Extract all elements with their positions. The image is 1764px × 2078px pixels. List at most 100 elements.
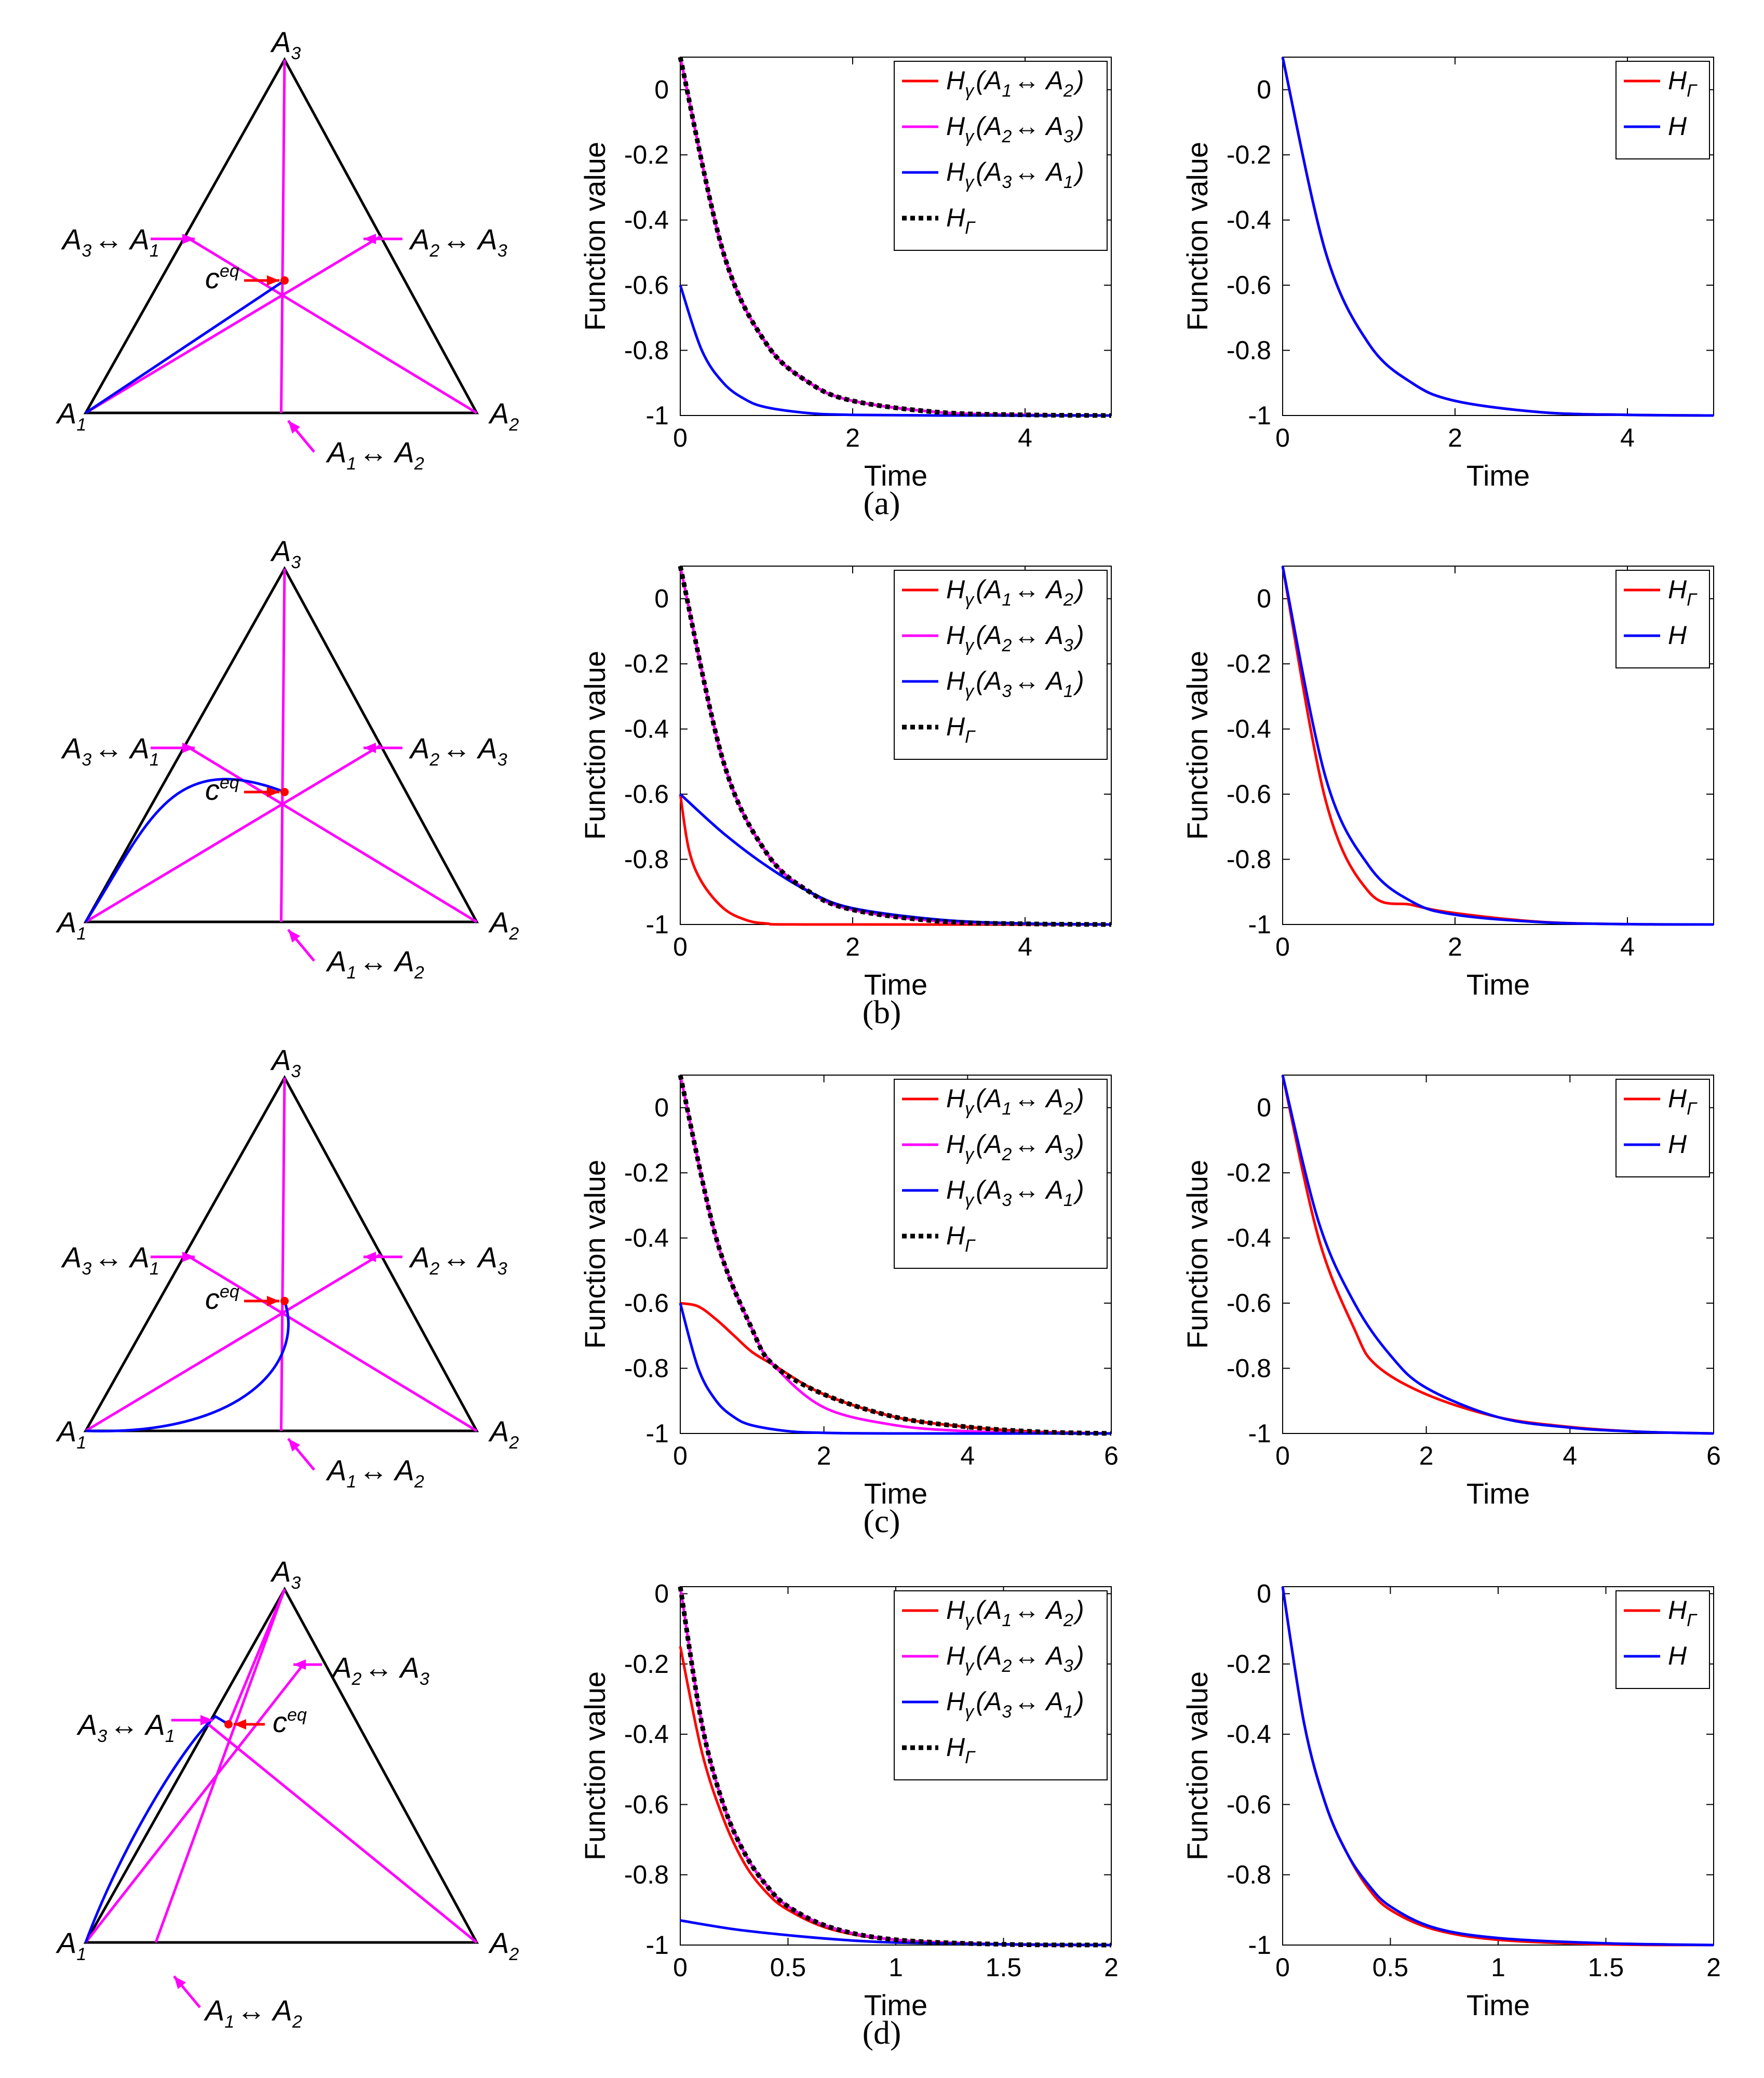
arrow-head (288, 421, 301, 434)
y-axis-label: Function value (578, 142, 611, 331)
legend-box (1615, 61, 1710, 159)
vertex-label-a3: A3 (270, 1555, 303, 1593)
edge-label-a1-a2: A1 ↔ A2 (326, 436, 426, 474)
y-axis-label: Function value (578, 651, 611, 840)
trajectory-line (85, 1301, 290, 1432)
x-tick-label: 1.5 (1588, 1953, 1624, 1982)
edge-label-a1-a2: A1 ↔ A2 (326, 1454, 426, 1492)
y-tick-label: -1 (646, 401, 669, 430)
x-axis-label: Time (864, 1477, 927, 1510)
y-tick-label: -0.2 (624, 649, 669, 678)
y-tick-label: -0.8 (624, 845, 669, 874)
legend-box (1615, 1079, 1710, 1177)
x-tick-label: 4 (960, 1441, 975, 1470)
y-tick-label: -1 (1248, 910, 1271, 939)
x-tick-label: 4 (1620, 932, 1635, 961)
y-tick-label: -0.4 (1227, 206, 1271, 235)
median-line (85, 744, 382, 923)
edge-label-a3-a1: A3 ↔ A1 (61, 732, 161, 770)
y-axis-label: Function value (578, 1671, 611, 1860)
x-tick-label: 4 (1018, 932, 1032, 961)
y-tick-label: -0.2 (1227, 1650, 1271, 1679)
x-tick-label: 0 (673, 1441, 688, 1470)
legend-label: H (1668, 1130, 1687, 1159)
legend-label: Hγ (A3 ↔ A1 ) (946, 1175, 1084, 1210)
y-tick-label: 0 (654, 75, 669, 104)
legend-label: H (1668, 621, 1687, 650)
legend-label: Hγ (A1 ↔ A2 ) (946, 1084, 1084, 1119)
vertex-label-a2: A2 (488, 1415, 521, 1453)
median-line (280, 568, 286, 922)
arrow-head (363, 743, 376, 753)
y-tick-label: -0.6 (1227, 1790, 1271, 1819)
x-tick-label: 0 (673, 1953, 688, 1982)
vertex-label-a1: A1 (56, 397, 89, 435)
arrow-head (363, 1252, 376, 1262)
caption-d: (d) (863, 2014, 901, 2051)
y-tick-label: -0.8 (624, 1860, 669, 1889)
equilibrium-point (280, 788, 289, 796)
y-tick-label: -0.6 (624, 1790, 669, 1819)
equilibrium-point (280, 1297, 289, 1305)
y-tick-label: -1 (646, 1930, 669, 1960)
arrow-head (174, 1976, 186, 1989)
chart-c-2: 0 2 4 6 0 -0.2 -0.4 -0.6 -0.8 -1 Time Function valu… (1181, 1075, 1721, 1510)
arrow-head (267, 1296, 279, 1306)
edge-label-a3-a1: A3 ↔ A1 (61, 223, 161, 261)
legend-label: HΓ (1668, 575, 1699, 610)
eq-label: ceq (205, 1282, 242, 1315)
legend-label: HΓ (1668, 1596, 1699, 1630)
x-tick-label: 4 (1620, 423, 1635, 452)
legend-label: H (1668, 112, 1687, 141)
y-tick-label: -0.2 (1227, 1158, 1271, 1187)
series-line-1 (679, 794, 1112, 926)
x-tick-label: 2 (1104, 1953, 1119, 1982)
arrow-head (200, 1715, 213, 1725)
median-line (227, 1589, 286, 1725)
trajectory-line (84, 1714, 230, 1943)
series-line-4 (678, 1586, 1112, 1948)
x-tick-label: 2 (1419, 1441, 1434, 1470)
triangle-diagram-a: A1 A2 A3 A3 ↔ A1 A2 ↔ A3 A1 ↔ A2 ceq (56, 25, 521, 474)
x-tick-label: 2 (1706, 1953, 1721, 1982)
chart-d-2: 0 0.5 1 1.5 2 0 -0.2 -0.4 -0.6 -0.8 -1 Time Function… (1181, 1579, 1721, 2021)
caption-a: (a) (863, 485, 900, 521)
equilibrium-point (280, 276, 289, 285)
x-axis-label: Time (1466, 459, 1530, 492)
x-tick-label: 0 (673, 932, 688, 961)
x-tick-label: 2 (845, 932, 860, 961)
triangle-outline (83, 1586, 479, 1944)
arrow-head (234, 1719, 246, 1730)
y-tick-label: -0.2 (1227, 140, 1271, 169)
vertex-label-a3: A3 (270, 1043, 303, 1081)
triangle-diagram-d: A1 A2 A3 A1 ↔ A2 A2 ↔ A3 A3 ↔ A1 ceq (56, 1555, 519, 2032)
vertex-label-a3: A3 (270, 534, 303, 572)
series-line-2 (1281, 566, 1714, 926)
y-tick-label: -0.6 (624, 1289, 669, 1318)
arrow-head (182, 1252, 195, 1262)
y-axis-label: Function value (1181, 142, 1214, 331)
legend-label: HΓ (946, 203, 977, 238)
y-tick-label: -0.2 (624, 1158, 669, 1187)
legend-label: HΓ (946, 712, 977, 747)
median-line (184, 744, 478, 923)
eq-label: ceq (205, 773, 242, 806)
vertex-label-a2: A2 (488, 397, 521, 435)
y-tick-label: -1 (646, 1419, 669, 1448)
series-line-4 (678, 1075, 1112, 1436)
series-line-3 (679, 285, 1112, 417)
x-tick-label: 0 (1275, 1441, 1290, 1470)
x-axis-label: Time (1466, 1989, 1530, 2021)
chart-b-1: 0 2 4 0 -0.2 -0.4 -0.6 -0.8 -1 Time Function value… (578, 566, 1112, 1001)
arrow-head (182, 743, 195, 753)
edge-label-a2-a3: A2 ↔ A3 (331, 1651, 432, 1689)
arrow-head (288, 1439, 301, 1452)
median-line (85, 1666, 302, 1943)
series-line-4 (678, 566, 1112, 927)
x-axis-label: Time (1466, 1477, 1530, 1510)
series-line-1 (680, 1302, 1112, 1435)
median-line (184, 1253, 478, 1432)
y-tick-label: 0 (654, 1579, 669, 1608)
eq-label: ceq (205, 261, 242, 294)
legend-label: Hγ (A1 ↔ A2 ) (946, 1596, 1084, 1630)
